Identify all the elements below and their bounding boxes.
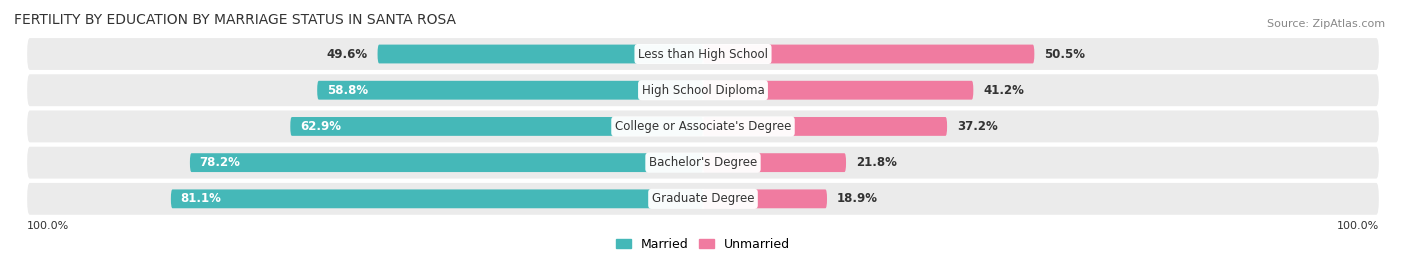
Text: 58.8%: 58.8% [328, 84, 368, 97]
Legend: Married, Unmarried: Married, Unmarried [612, 233, 794, 256]
Text: 81.1%: 81.1% [181, 192, 222, 205]
FancyBboxPatch shape [318, 81, 703, 100]
FancyBboxPatch shape [703, 189, 827, 208]
Text: 18.9%: 18.9% [837, 192, 877, 205]
Text: College or Associate's Degree: College or Associate's Degree [614, 120, 792, 133]
FancyBboxPatch shape [27, 38, 1379, 70]
Text: 78.2%: 78.2% [200, 156, 240, 169]
FancyBboxPatch shape [703, 45, 1035, 63]
Text: Less than High School: Less than High School [638, 48, 768, 61]
FancyBboxPatch shape [703, 153, 846, 172]
Text: 100.0%: 100.0% [1337, 221, 1379, 231]
Text: 100.0%: 100.0% [27, 221, 69, 231]
FancyBboxPatch shape [703, 81, 973, 100]
FancyBboxPatch shape [703, 117, 948, 136]
FancyBboxPatch shape [290, 117, 703, 136]
FancyBboxPatch shape [27, 111, 1379, 142]
Text: 37.2%: 37.2% [957, 120, 998, 133]
Text: FERTILITY BY EDUCATION BY MARRIAGE STATUS IN SANTA ROSA: FERTILITY BY EDUCATION BY MARRIAGE STATU… [14, 13, 456, 27]
FancyBboxPatch shape [378, 45, 703, 63]
Text: 41.2%: 41.2% [983, 84, 1024, 97]
Text: Bachelor's Degree: Bachelor's Degree [650, 156, 756, 169]
FancyBboxPatch shape [190, 153, 703, 172]
FancyBboxPatch shape [27, 183, 1379, 215]
Text: 21.8%: 21.8% [856, 156, 897, 169]
FancyBboxPatch shape [172, 189, 703, 208]
Text: 49.6%: 49.6% [326, 48, 368, 61]
Text: Source: ZipAtlas.com: Source: ZipAtlas.com [1267, 19, 1385, 29]
Text: 62.9%: 62.9% [299, 120, 342, 133]
Text: Graduate Degree: Graduate Degree [652, 192, 754, 205]
Text: High School Diploma: High School Diploma [641, 84, 765, 97]
Text: 50.5%: 50.5% [1045, 48, 1085, 61]
FancyBboxPatch shape [27, 147, 1379, 179]
FancyBboxPatch shape [27, 74, 1379, 106]
